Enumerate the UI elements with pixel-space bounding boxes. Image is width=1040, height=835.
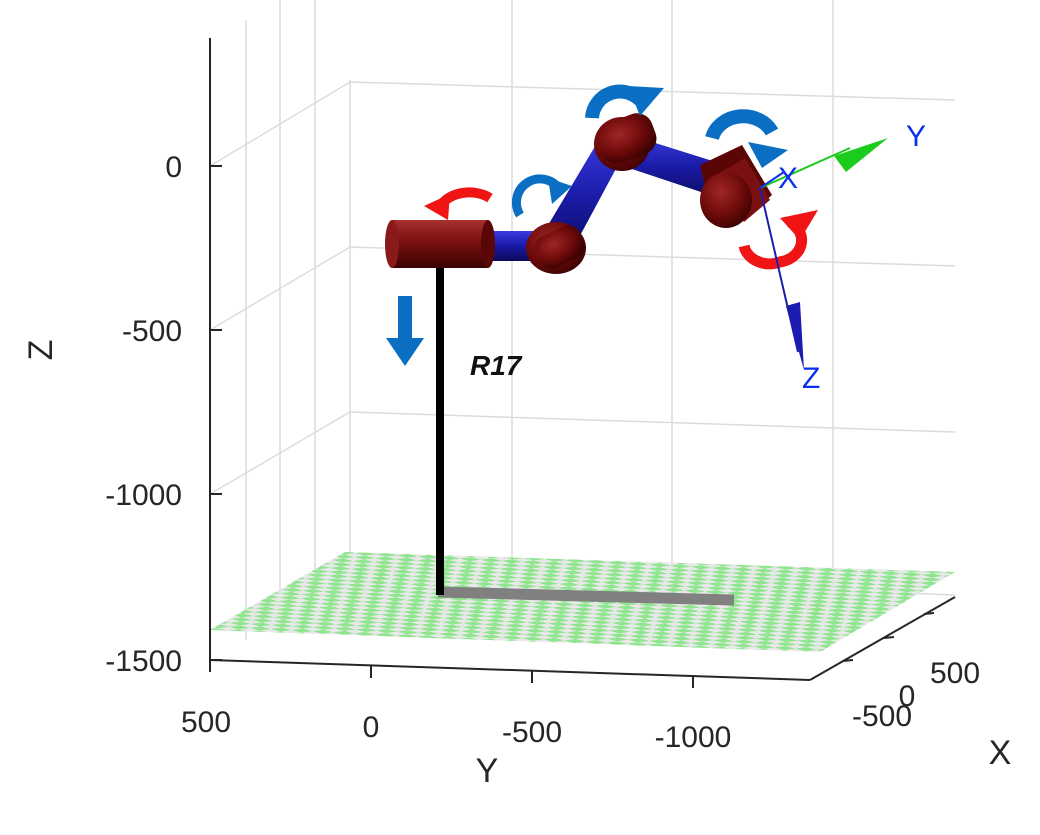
rotation-arrow-red-base-icon: [424, 187, 493, 220]
z-tick-2: -1000: [105, 479, 182, 512]
x-tick-0: -500: [852, 700, 912, 733]
frame-y-arrow-icon: [834, 138, 888, 172]
z-tick-3: -1500: [105, 645, 182, 678]
frame-label-z: Z: [802, 362, 820, 395]
y-tick-2: -500: [502, 716, 562, 749]
base-rail: [437, 586, 735, 606]
z-tick-0: 0: [165, 151, 182, 184]
x-tick-2: 500: [930, 657, 980, 690]
robot-label: R17: [470, 350, 523, 381]
translation-arrow-down-icon: [386, 296, 424, 366]
end-effector-frame: [759, 138, 888, 370]
rotation-arrow-blue-elbow-icon: [585, 84, 664, 119]
z-axis-ticks: [210, 165, 222, 661]
checkerboard-floor: [210, 552, 955, 652]
axis-lines: [209, 38, 956, 681]
y-tick-3: -1000: [655, 721, 732, 754]
y-tick-0: 500: [181, 706, 231, 739]
robot-joints: [526, 113, 772, 274]
frame-z-arrow-icon: [786, 302, 804, 370]
x-axis-label: X: [989, 734, 1012, 772]
y-axis-ticks: [209, 660, 694, 688]
frame-label-y: Y: [906, 120, 926, 153]
y-axis-label: Y: [476, 752, 499, 790]
x-axis-ticks: [842, 612, 935, 662]
base-cylinder: [385, 220, 495, 268]
rotation-arrow-blue-wrist-icon: [705, 109, 788, 168]
z-axis-label: Z: [22, 340, 60, 361]
axes-grid: [209, 0, 956, 640]
rotation-arrow-red-tool-icon: [738, 210, 818, 270]
rotation-arrow-blue-shoulder-icon: [511, 174, 572, 218]
x-tick-1: 0: [899, 680, 916, 713]
frame-label-x: X: [778, 162, 798, 195]
z-tick-1: -500: [122, 315, 182, 348]
y-tick-1: 0: [363, 711, 380, 744]
